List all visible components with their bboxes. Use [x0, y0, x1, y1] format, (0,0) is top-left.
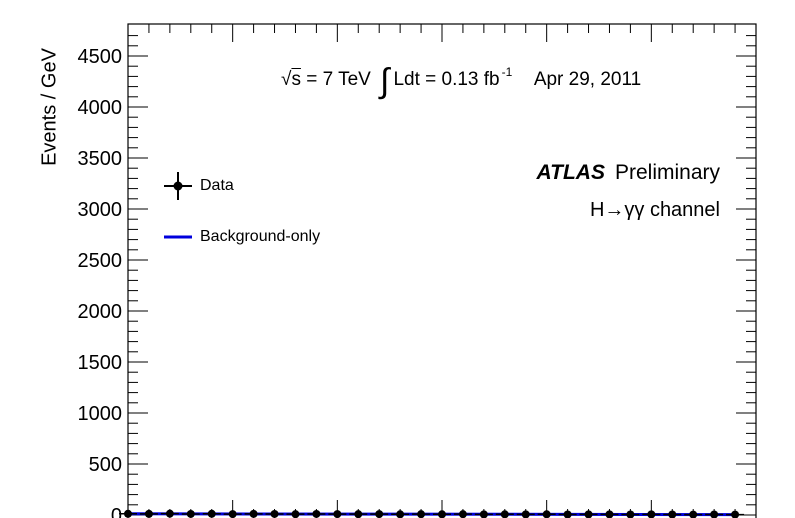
y-tick-label: 2000 [78, 301, 123, 323]
data-point [542, 510, 551, 518]
data-point [144, 509, 153, 518]
data-point [396, 510, 405, 518]
data-point [186, 509, 195, 518]
y-axis-tick-labels: 0 500 1000 1500 2000 2500 3000 3500 4000 4500 [78, 46, 123, 518]
y-tick-label: 500 [89, 454, 122, 476]
data-point [479, 510, 488, 518]
plot-frame [127, 23, 757, 518]
data-point [417, 510, 426, 518]
data-point [605, 510, 614, 518]
sqrt-symbol: √ [281, 69, 292, 90]
data-point [521, 510, 530, 518]
data-point [312, 509, 321, 518]
y-tick-label: 4500 [78, 46, 123, 68]
data-point [228, 510, 237, 518]
data-point [375, 510, 384, 518]
y-tick-label: 3500 [78, 148, 123, 170]
preliminary-label: Preliminary [614, 161, 720, 184]
data-point [647, 510, 656, 518]
y-tick-label: 2500 [78, 250, 123, 272]
data-point [563, 510, 572, 518]
y-tick-label: 1000 [78, 403, 123, 425]
y-axis-ticks [128, 35, 756, 516]
y-axis-label: Events / GeV [38, 48, 61, 166]
y-tick-label: 1500 [78, 352, 123, 374]
energy-label: = 7 TeV [306, 69, 371, 90]
data-point [689, 510, 698, 518]
x-axis-ticks [127, 24, 757, 518]
data-point [500, 510, 509, 518]
date-label: Apr 29, 2011 [533, 69, 642, 90]
legend [164, 172, 192, 239]
y-tick-label: 3000 [78, 199, 123, 221]
sqrt-s-label: s [291, 69, 301, 90]
data-point [207, 509, 216, 518]
data-point [354, 510, 363, 518]
experiment-annotation: ATLAS Preliminary [537, 161, 720, 185]
data-point [333, 510, 342, 518]
data-point [249, 509, 258, 518]
y-tick-label: 4000 [78, 97, 123, 119]
luminosity-annotation: √s = 7 TeV ∫ Ldt = 0.13 fb -1 Apr 29, 2011 [281, 55, 642, 100]
channel-label: H→γγ channel [589, 199, 720, 221]
data-point [291, 510, 300, 518]
data-point [458, 510, 467, 518]
integral-icon: ∫ [380, 62, 390, 100]
lumi-label: Ldt = 0.13 fb [393, 69, 500, 90]
data-point [270, 509, 279, 518]
data-point [584, 510, 593, 518]
legend-data-marker [173, 181, 183, 191]
data-point [626, 510, 635, 518]
data-point [124, 509, 132, 518]
y-tick-label: 0 [111, 505, 122, 518]
data-point [668, 510, 677, 518]
data-points [119, 509, 745, 518]
data-point [438, 510, 446, 518]
legend-entry-data: Data [200, 177, 234, 194]
atlas-label: ATLAS [536, 161, 605, 184]
data-point [165, 509, 174, 518]
lumi-exponent: -1 [501, 65, 513, 79]
data-point [710, 510, 719, 518]
data-point [731, 510, 740, 518]
legend-entry-background-only: Background-only [200, 228, 321, 245]
